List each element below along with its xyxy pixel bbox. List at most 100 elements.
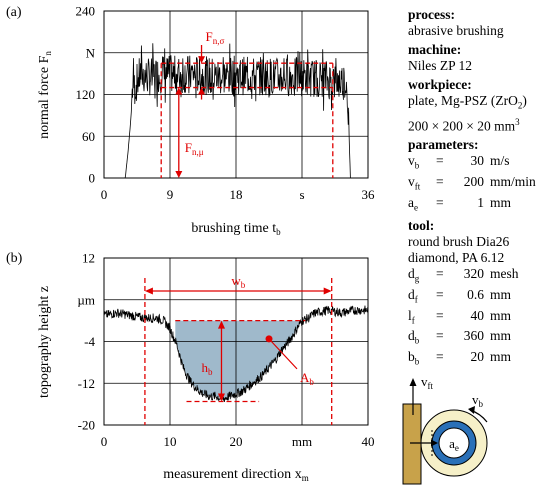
b-y-tick-label: µm	[77, 292, 95, 307]
force-chart-y-title: normal force Fn	[37, 51, 53, 139]
sigma-arrow-top-head	[198, 56, 206, 64]
hb-label-sub: b	[208, 367, 213, 377]
ab-label-sub: b	[309, 377, 314, 387]
b-y-tick-label: -12	[78, 376, 95, 391]
process-heading: process:	[408, 7, 455, 22]
force-signal	[121, 43, 364, 179]
panel-label-a: (a)	[6, 5, 22, 20]
wb-label-sub: b	[241, 280, 246, 290]
vb-rotation-arrow-head	[468, 406, 475, 414]
tool-parameter-unit: mm	[490, 307, 512, 323]
topo-x-title-symbol: x	[295, 467, 302, 482]
force-chart-grid	[104, 11, 368, 178]
mu-label: Fn,μ	[185, 140, 204, 157]
parameter-symbol-sub: b	[414, 160, 420, 171]
machine-heading: machine:	[408, 42, 462, 57]
parameter-eq: =	[436, 173, 444, 189]
a-x-tick-label: 36	[362, 187, 376, 202]
a-y-tick-label: N	[86, 45, 96, 60]
a-y-tick-label: 60	[82, 129, 95, 144]
a-x-tick-label: s	[299, 187, 304, 202]
tool-parameter-val: 20	[470, 349, 485, 364]
mu-label-sub: n,μ	[192, 147, 204, 157]
tool-line-1: round brush Dia26	[408, 234, 510, 250]
workpiece-block	[402, 403, 422, 485]
tool-parameter-symbol-sub: g	[414, 273, 420, 284]
tool-parameter-val: 0.6	[467, 286, 484, 302]
hb-arrow-bottom-head	[217, 393, 225, 402]
tool-parameter-val: 320	[463, 266, 484, 282]
tool-parameter-symbol: df	[408, 286, 418, 305]
wb-label: wb	[231, 273, 245, 290]
tool-parameter-symbol: bb	[408, 349, 420, 367]
process-info-panel: process: abrasive brushing machine: Nile…	[408, 4, 550, 370]
ab-label-symbol: A	[300, 370, 310, 385]
ab-leader	[268, 338, 298, 370]
tool-parameter-eq: =	[436, 349, 444, 364]
tool-parameter-symbol-sub: b	[414, 336, 420, 346]
topography-chart-y-ticks: -20 -12 -4 µm 12	[77, 251, 95, 433]
parameters-heading: parameters:	[408, 137, 479, 153]
parameter-symbol: vft	[408, 173, 421, 192]
wb-arrow-right-head	[323, 287, 332, 295]
tool-parameter-symbol-sub: b	[414, 356, 420, 367]
vb-label-sub: b	[479, 399, 484, 409]
tool-parameter-symbol: lf	[408, 307, 415, 326]
brush-hub	[438, 427, 470, 459]
workpiece-heading: workpiece:	[408, 77, 472, 92]
b-x-tick-label: 40	[362, 434, 375, 449]
tool-parameter-val: 40	[470, 307, 485, 323]
tool-parameter-symbol: dg	[408, 266, 420, 284]
force-signal-line	[121, 43, 364, 179]
sigma-label-sub: n,σ	[213, 36, 225, 46]
tool-line-2: diamond, PA 6.12	[408, 250, 505, 266]
a-x-tick-label: 0	[101, 187, 108, 202]
force-chart-y-ticks: 0 60 120 N 240	[76, 4, 96, 186]
mu-arrow-down-head	[175, 171, 183, 178]
topography-chart-x-ticks: 0 10 20 mm 40	[101, 434, 375, 449]
a-y-tick-label: 120	[76, 87, 96, 102]
workpiece-material: plate, Mg-PSZ (ZrO	[408, 93, 518, 108]
vb-label: vb	[472, 392, 484, 409]
wb-arrow-left-head	[144, 287, 153, 295]
topography-chart-frame	[103, 257, 369, 426]
tool-parameter-symbol-sub: f	[414, 294, 418, 305]
workpiece-material-end: )	[522, 93, 527, 108]
vft-arrow-head	[409, 378, 417, 386]
topo-x-title-text: measurement direction	[163, 467, 291, 482]
process-value: abrasive brushing	[408, 23, 504, 38]
parameter-val: 200	[463, 173, 484, 189]
topography-chart-grid	[104, 258, 368, 425]
parameter-symbol: vb	[408, 153, 420, 171]
a-y-tick-label: 0	[89, 171, 96, 186]
workpiece-material-sub: 2	[517, 100, 523, 111]
force-chart-frame	[103, 10, 369, 179]
tool-parameter-val: 360	[463, 328, 484, 344]
tool-parameter-unit: mm	[490, 328, 512, 344]
tool-parameter-row: df = 0.6 mm	[408, 287, 550, 308]
tool-parameter-row: bb = 20 mm	[408, 349, 550, 370]
vft-label: vft	[421, 374, 433, 391]
ae-label-text: a	[449, 436, 455, 451]
workpiece-line-1: plate, Mg-PSZ (ZrO2)	[408, 93, 550, 114]
parameter-symbol: ae	[408, 194, 418, 213]
parameter-symbol-sub: ft	[414, 181, 421, 192]
b-y-tick-label: -20	[78, 418, 95, 433]
machine-value: Niles ZP 12	[408, 58, 472, 73]
topography-profile	[103, 305, 369, 402]
tool-parameter-eq: =	[436, 266, 444, 282]
force-x-title-symbol: t	[272, 221, 276, 236]
vb-label-text: v	[472, 392, 479, 407]
tool-parameter-row: db = 360 mm	[408, 328, 550, 349]
b-y-tick-label: 12	[82, 251, 95, 266]
parameter-symbol-sub: e	[414, 202, 418, 213]
hb-arrow-top-head	[217, 320, 225, 329]
parameter-eq: =	[436, 153, 444, 169]
force-annotations: Fn,σFn,μ	[160, 29, 334, 178]
hb-label-symbol: h	[201, 360, 208, 375]
a-x-tick-label: 18	[230, 187, 243, 202]
tool-parameter-eq: =	[436, 286, 444, 302]
tool-parameters-list: dg = 320 mesh df = 0.6 mm lf = 40 mm db = 360 mm bb = 20 mm	[408, 266, 550, 369]
